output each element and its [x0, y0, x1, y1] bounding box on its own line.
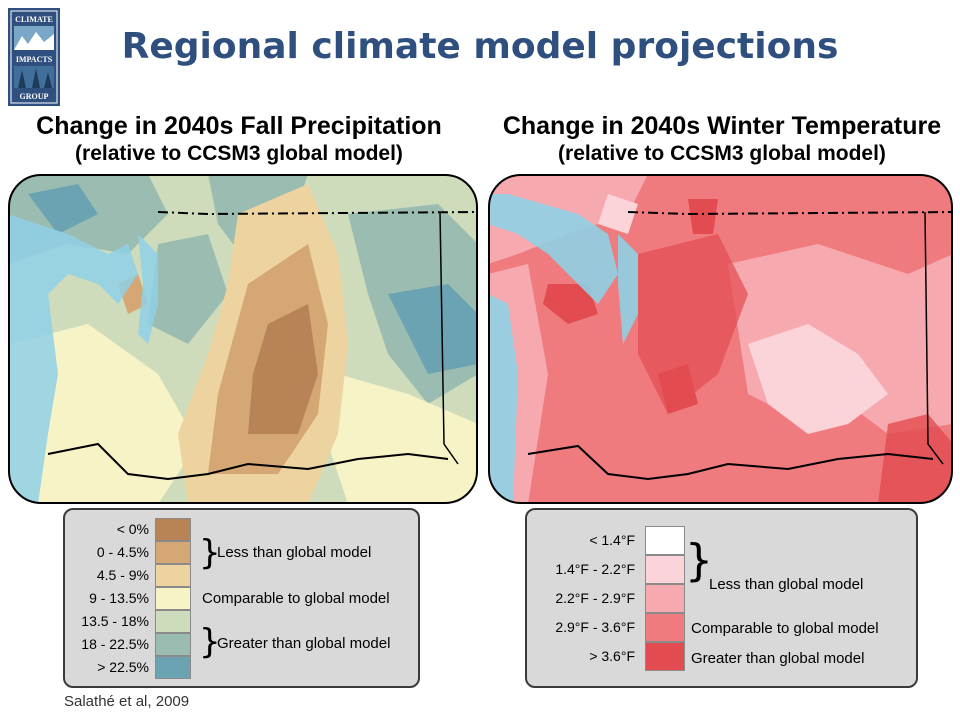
svg-text:IMPACTS: IMPACTS: [16, 55, 53, 64]
svg-text:CLIMATE: CLIMATE: [15, 15, 53, 24]
temperature-map: [488, 174, 953, 504]
precip-group-greater: Greater than global model: [217, 635, 391, 652]
temp-legend: < 1.4°F 1.4°F - 2.2°F 2.2°F - 2.9°F 2.9°F -…: [525, 508, 918, 688]
precip-legend: < 0% 0 - 4.5% 4.5 - 9% 9 - 13.5% 13.5 - 18% 1…: [63, 508, 420, 688]
temp-group-comparable: Comparable to global model: [691, 620, 879, 637]
precip-legend-label: > 22.5%: [97, 659, 149, 675]
citation: Salathé et al, 2009: [64, 693, 190, 710]
precip-legend-label: 9 - 13.5%: [89, 590, 149, 606]
precip-heading: Change in 2040s Fall Precipitation (rela…: [0, 112, 478, 166]
temp-legend-label: > 3.6°F: [589, 648, 635, 664]
precip-group-less: Less than global model: [217, 544, 372, 561]
temp-legend-swatch: [645, 613, 685, 642]
precip-legend-swatch: [155, 541, 191, 564]
temp-legend-swatch: [645, 555, 685, 584]
precip-legend-swatch: [155, 518, 191, 541]
precip-legend-label: 18 - 22.5%: [81, 636, 149, 652]
precip-legend-swatch: [155, 587, 191, 610]
brace-greater: }: [199, 622, 221, 662]
temp-legend-label: 2.2°F - 2.9°F: [555, 590, 635, 606]
temp-heading-line1: Change in 2040s Winter Temperature: [502, 112, 942, 140]
precip-legend-swatch: [155, 656, 191, 679]
precip-legend-swatch: [155, 610, 191, 633]
precip-group-comparable: Comparable to global model: [202, 590, 390, 607]
precip-legend-swatch: [155, 633, 191, 656]
brace-less-temp: }: [685, 535, 713, 586]
temp-legend-label: 2.9°F - 3.6°F: [555, 619, 635, 635]
svg-text:GROUP: GROUP: [20, 92, 49, 101]
brace-less: }: [199, 533, 221, 573]
temp-legend-swatch: [645, 642, 685, 671]
temp-legend-swatch: [645, 584, 685, 613]
precip-legend-swatch: [155, 564, 191, 587]
temp-legend-label: < 1.4°F: [589, 532, 635, 548]
precip-legend-label: 13.5 - 18%: [81, 613, 149, 629]
temp-heading-line2: (relative to CCSM3 global model): [558, 142, 886, 165]
slide-title: Regional climate model projections: [121, 26, 839, 67]
temp-legend-swatch: [645, 526, 685, 555]
temp-group-greater: Greater than global model: [691, 650, 865, 667]
precip-legend-label: 4.5 - 9%: [96, 567, 149, 583]
temp-group-less: Less than global model: [709, 576, 864, 593]
climate-impacts-group-logo: CLIMATE IMPACTS GROUP: [8, 8, 60, 106]
precip-heading-line1: Change in 2040s Fall Precipitation: [36, 112, 442, 140]
temp-heading: Change in 2040s Winter Temperature (rela…: [484, 112, 960, 166]
temp-legend-label: 1.4°F - 2.2°F: [555, 561, 635, 577]
precip-legend-label: 0 - 4.5%: [96, 544, 149, 560]
precipitation-map: [8, 174, 478, 504]
precip-heading-line2: (relative to CCSM3 global model): [75, 142, 403, 165]
precip-legend-label: < 0%: [116, 521, 149, 537]
